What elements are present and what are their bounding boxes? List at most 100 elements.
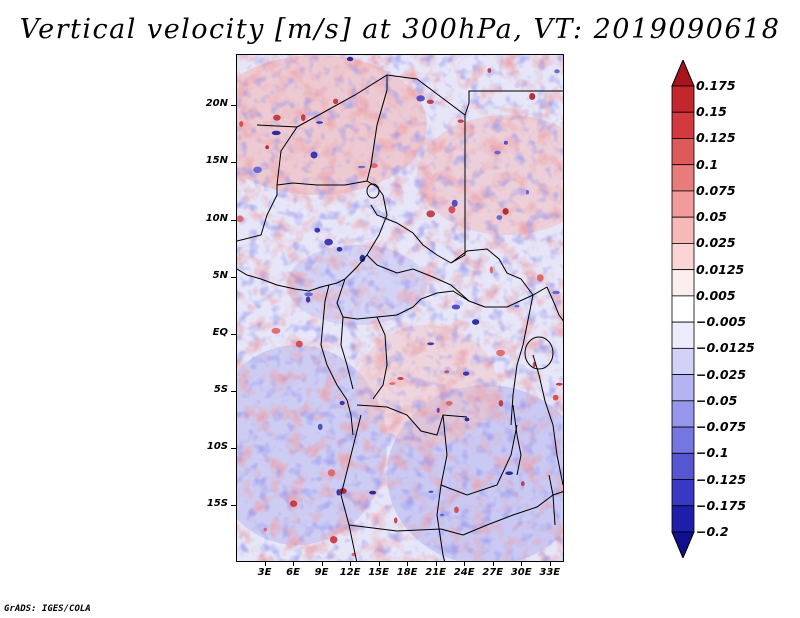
border-zambia-west — [436, 484, 446, 561]
downdraft-cell — [336, 247, 343, 252]
updraft-cell — [263, 527, 268, 532]
vertical-velocity-field — [237, 55, 563, 561]
lake-malawi — [548, 474, 556, 526]
lake-chad — [366, 183, 380, 199]
downdraft-cell — [427, 342, 435, 346]
updraft-cell — [444, 370, 450, 374]
lon-tick — [464, 562, 466, 566]
convective-cells — [237, 56, 563, 557]
colorbar-bin — [671, 243, 695, 271]
negative-velocity-texture — [237, 55, 563, 561]
updraft-cell — [301, 114, 306, 122]
downdraft-cell — [451, 304, 461, 310]
border-drc-north — [412, 286, 548, 308]
updraft-cell — [327, 469, 336, 477]
colorbar — [671, 60, 695, 558]
downdraft-cell — [317, 423, 323, 431]
colorbar-label: −0.125 — [696, 471, 747, 487]
border-angola-west — [340, 414, 362, 561]
updraft-cell — [498, 400, 504, 407]
lat-tick — [231, 447, 236, 449]
border-algeria-mali — [256, 124, 298, 186]
updraft-cell — [445, 400, 453, 406]
downdraft-cell — [451, 199, 458, 207]
lat-tick — [231, 219, 236, 221]
updraft-cell — [370, 163, 378, 169]
downdraft-cell — [316, 121, 324, 124]
colorbar-bin — [671, 479, 695, 507]
colorbar-label: −0.025 — [696, 366, 747, 382]
downdraft-cell — [472, 319, 480, 325]
colorbar-label: 0.1 — [696, 156, 719, 172]
lat-label: 20N — [205, 98, 228, 110]
country-borders — [237, 74, 563, 561]
colorbar-label: 0.125 — [696, 130, 736, 146]
colorbar-bin — [671, 347, 695, 375]
updraft-cell — [529, 93, 536, 100]
downdraft-cell — [304, 292, 313, 297]
colorbar-bin — [671, 138, 695, 166]
downdraft-cell — [436, 407, 440, 413]
colorbar-max-triangle — [671, 60, 695, 87]
lat-tick — [231, 390, 236, 392]
lon-tick — [521, 562, 523, 566]
lon-label: 12E — [339, 567, 361, 578]
lon-tick — [378, 562, 380, 566]
downdraft-cell — [369, 490, 377, 495]
lat-tick — [231, 162, 236, 164]
lon-label: 3E — [257, 567, 272, 578]
updraft-cell — [426, 210, 435, 218]
lon-tick — [407, 562, 409, 566]
lon-label: 15E — [368, 567, 389, 578]
lon-label: 27E — [482, 567, 504, 578]
colorbar-bin — [671, 295, 695, 323]
updraft-cell — [295, 340, 303, 348]
colorbar-bin — [671, 426, 695, 454]
updraft-cell — [521, 481, 525, 487]
lon-label: 18E — [396, 567, 418, 578]
updraft-cell — [502, 208, 509, 215]
lat-label: 10S — [206, 440, 228, 452]
updraft-cell — [426, 99, 434, 104]
lake-tanganyika — [512, 404, 522, 476]
lake-victoria — [524, 336, 554, 370]
downdraft-cell — [514, 305, 520, 308]
map-panel — [236, 54, 564, 562]
updraft-cell — [552, 394, 559, 401]
colorbar-bin — [671, 216, 695, 244]
colorbar-bin — [671, 190, 695, 218]
border-car — [366, 254, 470, 302]
border-chad-sudan — [370, 204, 452, 264]
downdraft-cell — [428, 490, 434, 493]
colorbar-bin — [671, 269, 695, 297]
border-tanzania — [532, 354, 563, 486]
downdraft-cell — [357, 165, 366, 169]
border-libya-chad — [296, 74, 466, 264]
updraft-cell — [487, 68, 492, 73]
lat-tick — [231, 504, 236, 506]
updraft-cell — [397, 377, 404, 380]
downdraft-cell — [271, 130, 281, 136]
lat-tick — [231, 105, 236, 107]
colorbar-min-triangle — [671, 531, 695, 558]
lon-tick — [549, 562, 551, 566]
downdraft-cell — [552, 290, 560, 295]
border-egypt-sudan — [464, 90, 563, 116]
downdraft-cell — [554, 69, 560, 74]
border-gabon-congo — [340, 316, 354, 390]
colorbar-label: −0.175 — [696, 497, 747, 513]
border-ethiopia — [546, 286, 563, 322]
updraft-cell — [448, 206, 456, 214]
updraft-cell — [389, 382, 396, 385]
colorbar-bin — [671, 374, 695, 402]
colorbar-bin — [671, 505, 695, 533]
updraft-cell — [457, 119, 464, 123]
downdraft-cell — [464, 417, 470, 422]
colorbar-label: −0.075 — [696, 419, 747, 435]
lat-label: EQ — [212, 326, 228, 338]
border-angola-namibia — [348, 524, 464, 536]
lat-label: 15N — [205, 155, 228, 167]
border-zambia-zimbabwe — [462, 491, 563, 536]
colorbar-label: 0.025 — [696, 235, 736, 251]
lat-label: 10N — [205, 212, 228, 224]
